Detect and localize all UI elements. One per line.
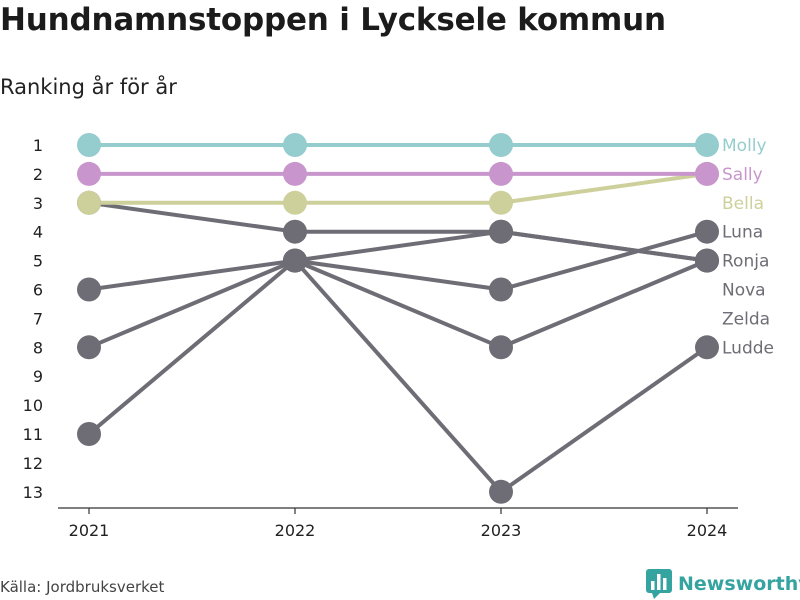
y-tick-label: 2 xyxy=(33,165,43,184)
y-tick-label: 8 xyxy=(33,338,43,357)
series-point-bella xyxy=(489,190,513,215)
series-point-molly xyxy=(283,133,307,157)
series-point-molly xyxy=(695,133,719,157)
series-line-zelda xyxy=(87,229,708,436)
series-label-molly: Molly xyxy=(722,136,767,156)
y-tick-label: 5 xyxy=(33,252,43,271)
series-point-bella xyxy=(283,190,307,215)
x-tick-label: 2024 xyxy=(687,521,728,540)
brand-logo[interactable]: Newsworthy xyxy=(646,569,800,599)
series-end-labels: Molly Sally Bella Luna Ronja Nova Zelda Ludde xyxy=(722,136,774,358)
chart-subtitle: Ranking år för år xyxy=(0,75,177,99)
series-point-luna xyxy=(695,219,719,244)
series-label-bella: Bella xyxy=(722,194,764,214)
y-tick-label: 12 xyxy=(23,454,43,473)
series-point-sally xyxy=(283,161,307,186)
source-note: Källa: Jordbruksverket xyxy=(0,578,165,596)
x-tick-label: 2023 xyxy=(481,521,522,540)
y-tick-label: 6 xyxy=(33,281,43,300)
series-point-ronja xyxy=(283,219,307,244)
x-axis: 2021 2022 2023 2024 xyxy=(58,507,738,540)
series-point-zelda xyxy=(77,422,101,446)
y-tick-label: 4 xyxy=(33,223,43,242)
series-point-sally xyxy=(489,161,513,186)
series-point-ludde xyxy=(695,335,719,360)
y-tick-label: 9 xyxy=(33,367,43,386)
series-point-sally xyxy=(695,161,719,186)
series-point-sally xyxy=(77,161,101,186)
series-point-bella xyxy=(77,190,101,215)
brand-name: Newsworthy xyxy=(678,573,800,595)
series-point-nova xyxy=(77,335,101,360)
x-tick-label: 2021 xyxy=(69,521,110,540)
y-tick-label: 1 xyxy=(33,136,43,155)
series-line-bella xyxy=(89,171,708,205)
series-point-luna xyxy=(283,248,307,273)
series-point-molly xyxy=(489,133,513,157)
bar-chart-logo-icon xyxy=(646,569,672,599)
series-label-sally: Sally xyxy=(722,165,763,185)
series-point-nova xyxy=(489,335,513,360)
series-line-luna xyxy=(88,229,708,292)
series-line-ronja xyxy=(88,200,708,263)
series-label-luna: Luna xyxy=(722,223,763,243)
series-point-luna xyxy=(77,277,101,302)
series-point-molly xyxy=(77,133,101,157)
y-tick-label: 11 xyxy=(23,425,43,444)
series-points xyxy=(77,133,719,504)
series-label-zelda: Zelda xyxy=(722,309,770,329)
series-lines xyxy=(87,143,709,494)
y-tick-label: 7 xyxy=(33,309,43,328)
x-tick-label: 2022 xyxy=(275,521,316,540)
series-label-ludde: Ludde xyxy=(722,338,774,358)
chart-title: Hundnamnstoppen i Lycksele kommun xyxy=(0,2,666,38)
series-line-nova xyxy=(88,258,708,350)
series-label-ronja: Ronja xyxy=(722,252,769,272)
y-tick-label: 10 xyxy=(23,396,43,415)
series-point-luna xyxy=(489,277,513,302)
series-point-ronja xyxy=(695,248,719,273)
y-tick-label: 3 xyxy=(33,194,43,213)
series-point-ludde xyxy=(489,479,513,504)
y-tick-label: 13 xyxy=(23,483,43,502)
series-label-nova: Nova xyxy=(722,281,766,301)
series-point-ronja xyxy=(489,219,513,244)
